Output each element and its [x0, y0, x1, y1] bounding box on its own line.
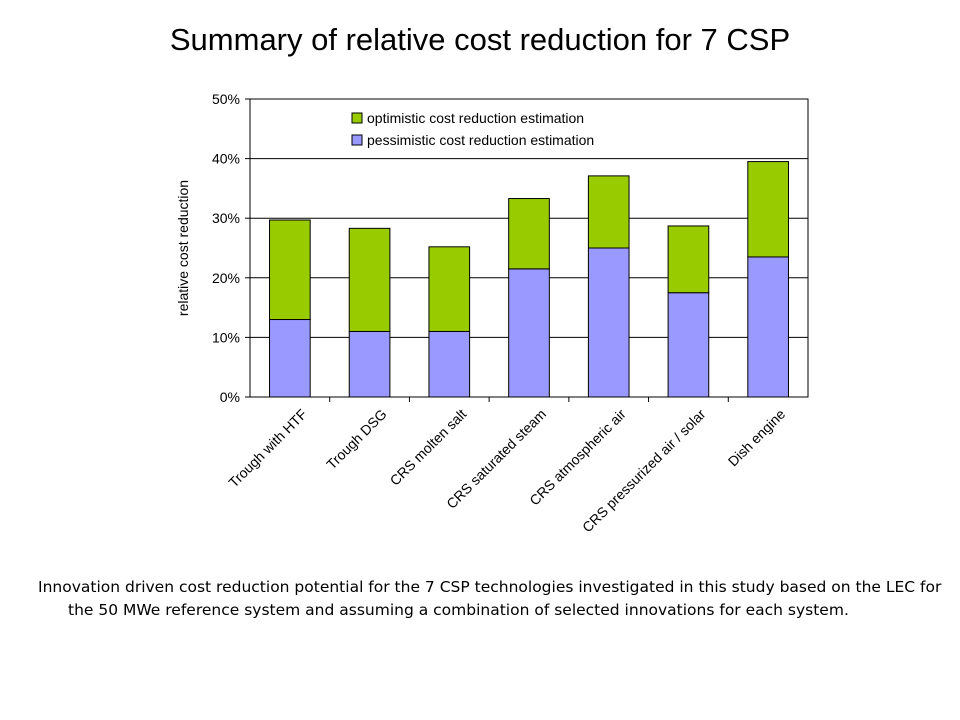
bar-optimistic [667, 225, 710, 294]
bar-pessimistic [428, 330, 471, 398]
bar-pessimistic [269, 319, 311, 398]
bar-pessimistic [747, 256, 789, 398]
bar-optimistic [587, 175, 630, 249]
legend-swatch-optimistic [351, 112, 363, 124]
bar-pessimistic [667, 292, 710, 398]
y-tick-label: 40% [212, 151, 240, 167]
slide-caption: Innovation driven cost reduction potenti… [38, 578, 942, 619]
bar-pessimistic [587, 247, 630, 398]
legend-swatch-pessimistic [351, 134, 363, 146]
y-tick-label: 10% [212, 329, 240, 345]
bar-optimistic [348, 227, 391, 332]
bar-optimistic [747, 161, 789, 258]
bar-pessimistic [348, 330, 391, 398]
y-axis-label: relative cost reduction [175, 180, 191, 316]
legend-label-optimistic: optimistic cost reduction estimation [367, 110, 584, 126]
bar-optimistic [269, 219, 311, 321]
stacked-bar-chart: 0% 10% 20% 30% 40% 50% relative cost reduction… [175, 91, 809, 535]
x-tick-label: CRS molten salt [387, 406, 470, 489]
y-tick-label: 0% [220, 389, 240, 405]
bar-optimistic [508, 198, 550, 270]
y-tick-label: 20% [212, 270, 240, 286]
y-tick-label: 30% [212, 210, 240, 226]
bar-pessimistic [508, 268, 550, 398]
x-tick-label: Dish engine [725, 406, 789, 470]
legend-label-pessimistic: pessimistic cost reduction estimation [367, 132, 594, 148]
chart-area: 0% 10% 20% 30% 40% 50% relative cost reduction… [175, 91, 809, 535]
slide-title: Summary of relative cost reduction for 7… [169, 22, 791, 57]
bar-optimistic [428, 246, 471, 332]
y-tick-label: 50% [212, 91, 240, 107]
x-tick-label: Trough DSG [323, 406, 390, 473]
x-tick-label: Trough with HTF [225, 406, 310, 491]
